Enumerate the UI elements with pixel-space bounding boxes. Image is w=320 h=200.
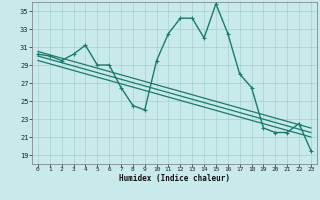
X-axis label: Humidex (Indice chaleur): Humidex (Indice chaleur) bbox=[119, 174, 230, 183]
